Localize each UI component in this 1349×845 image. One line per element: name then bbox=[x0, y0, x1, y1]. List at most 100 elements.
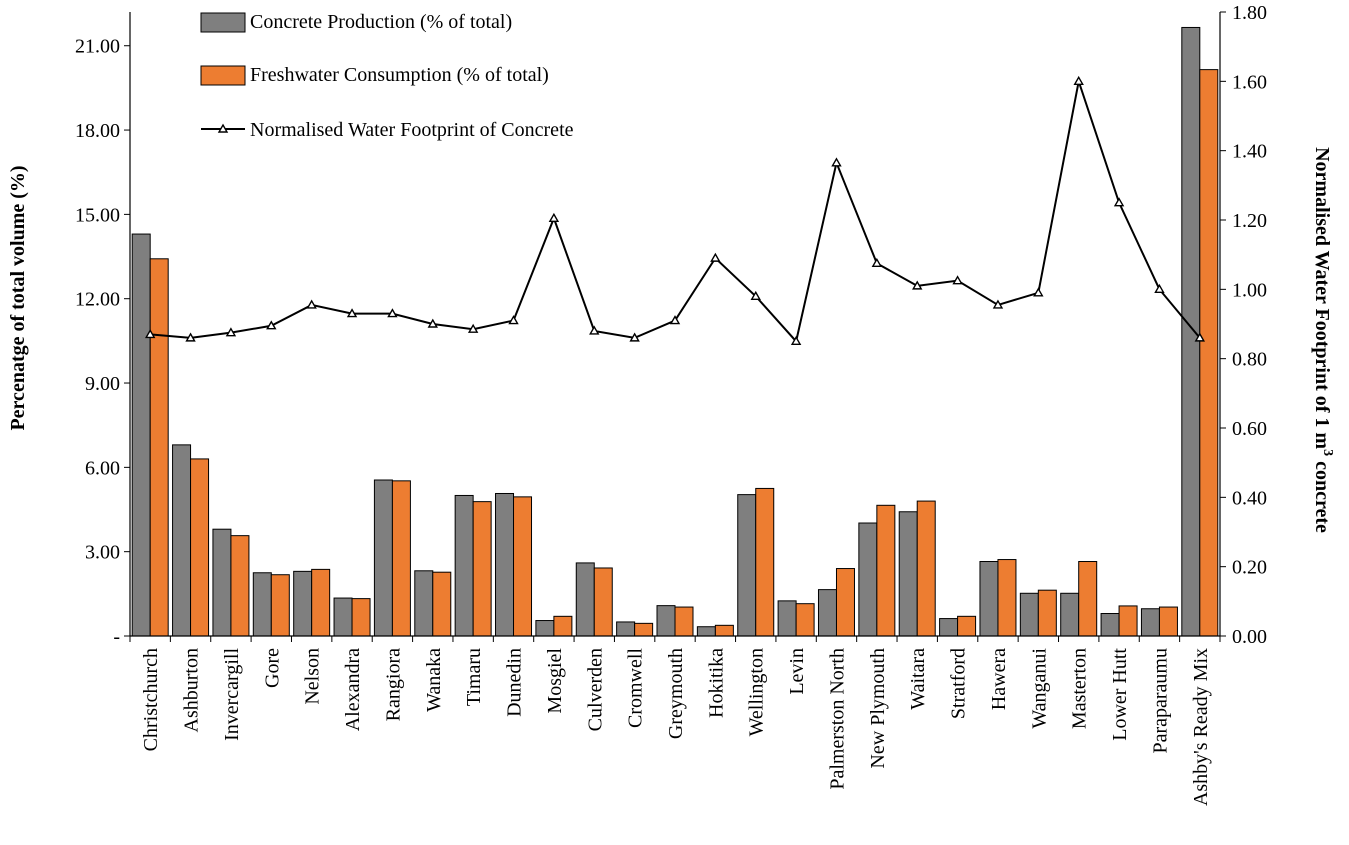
bar-freshwater bbox=[432, 571, 452, 637]
bar-production bbox=[131, 233, 151, 637]
category-label: Palmerston North bbox=[826, 648, 848, 790]
category-label: Ashby's Ready Mix bbox=[1190, 648, 1212, 806]
footprint-marker bbox=[266, 320, 277, 330]
left-tick-label: 18.00 bbox=[75, 120, 120, 142]
bar-freshwater bbox=[311, 568, 331, 637]
axes bbox=[129, 12, 1221, 637]
bar-production bbox=[939, 618, 959, 637]
bar-freshwater bbox=[997, 559, 1017, 637]
left-axis-ticks: - 3.00 6.00 9.00 12.00 15.00 18.00 21.00 bbox=[75, 36, 130, 648]
bar-freshwater bbox=[513, 496, 533, 637]
bar-production bbox=[1181, 26, 1201, 637]
category-label: Greymouth bbox=[665, 648, 687, 739]
bar-freshwater bbox=[553, 615, 573, 637]
footprint-marker bbox=[871, 257, 883, 268]
bar-freshwater bbox=[1158, 606, 1178, 637]
left-tick-label: 15.00 bbox=[75, 204, 120, 226]
bar-production bbox=[737, 494, 757, 637]
bar-production bbox=[656, 605, 676, 637]
bar-production bbox=[1140, 608, 1160, 637]
category-label: Wanaka bbox=[423, 648, 445, 712]
footprint-marker bbox=[952, 275, 963, 285]
bar-production bbox=[777, 600, 797, 637]
bar-freshwater bbox=[957, 615, 977, 637]
category-label: Levin bbox=[786, 648, 808, 695]
right-tick-label: 0.80 bbox=[1232, 349, 1267, 371]
bar-production bbox=[817, 589, 837, 637]
category-label: Lower Hutt bbox=[1109, 648, 1131, 741]
legend: Concrete Production (% of total) Freshwa… bbox=[200, 11, 574, 141]
legend-label-production: Concrete Production (% of total) bbox=[250, 11, 512, 33]
legend-label-footprint: Normalised Water Footprint of Concrete bbox=[250, 119, 574, 141]
bar-freshwater bbox=[634, 622, 654, 637]
category-label: Wellington bbox=[746, 648, 768, 736]
bar-freshwater bbox=[1078, 561, 1098, 637]
footprint-marker bbox=[467, 323, 479, 333]
footprint-marker bbox=[710, 252, 721, 262]
footprint-marker bbox=[548, 212, 560, 222]
footprint-marker bbox=[629, 332, 640, 342]
left-tick-label: 6.00 bbox=[85, 457, 120, 479]
bar-production bbox=[696, 626, 716, 637]
bar-production bbox=[212, 528, 232, 637]
bar-production bbox=[575, 562, 595, 637]
bar-production bbox=[898, 511, 918, 637]
footprint-marker bbox=[185, 332, 196, 342]
footprint-marker bbox=[1154, 283, 1165, 294]
left-tick-label: 9.00 bbox=[85, 373, 120, 395]
bar-freshwater bbox=[835, 568, 855, 637]
category-label: Waitara bbox=[907, 648, 929, 710]
right-tick-label: 0.40 bbox=[1232, 487, 1267, 509]
freshwater-bars bbox=[149, 69, 1219, 637]
footprint-marker bbox=[831, 157, 842, 167]
right-tick-label: 1.80 bbox=[1232, 2, 1267, 24]
bar-production bbox=[1019, 592, 1039, 637]
footprint-line-series bbox=[144, 75, 1206, 346]
footprint-marker bbox=[589, 325, 600, 335]
category-label: Masterton bbox=[1069, 648, 1091, 729]
footprint-marker bbox=[1073, 75, 1084, 86]
footprint-marker bbox=[1033, 287, 1044, 297]
footprint-marker bbox=[508, 315, 519, 325]
bar-production bbox=[373, 479, 393, 637]
footprint-marker bbox=[1194, 332, 1206, 342]
bar-freshwater bbox=[876, 504, 896, 637]
production-bars bbox=[131, 26, 1201, 637]
right-axis-title-main: Normalised Water Footprint of 1 m bbox=[1311, 147, 1333, 449]
footprint-marker bbox=[992, 299, 1004, 309]
legend-swatch-production bbox=[200, 12, 246, 33]
bar-production bbox=[616, 621, 636, 637]
category-label: Paraparaumu bbox=[1149, 648, 1171, 754]
category-label: Alexandra bbox=[342, 648, 364, 731]
category-label: Invercargill bbox=[221, 648, 243, 741]
bar-freshwater bbox=[795, 603, 815, 637]
category-label: Dunedin bbox=[504, 648, 526, 717]
bar-freshwater bbox=[1199, 69, 1219, 637]
bar-freshwater bbox=[472, 501, 492, 637]
right-tick-label: 0.00 bbox=[1232, 626, 1267, 648]
bar-freshwater bbox=[351, 598, 371, 637]
category-label: New Plymouth bbox=[867, 648, 889, 769]
left-tick-label: 3.00 bbox=[85, 542, 120, 564]
bar-production bbox=[252, 572, 272, 637]
bar-freshwater bbox=[1037, 589, 1057, 637]
right-axis-title-superscript: 3 bbox=[1320, 449, 1335, 456]
category-label: Mosgiel bbox=[544, 648, 566, 714]
category-label: Christchurch bbox=[140, 648, 162, 751]
footprint-marker bbox=[225, 327, 237, 337]
category-label: Cromwell bbox=[625, 648, 647, 728]
right-tick-label: 0.20 bbox=[1232, 557, 1267, 579]
legend-swatch-freshwater bbox=[200, 65, 246, 86]
bar-production bbox=[979, 561, 999, 637]
footprint-marker bbox=[790, 335, 802, 346]
bar-production bbox=[293, 570, 313, 637]
category-label: Timaru bbox=[463, 648, 485, 706]
bar-freshwater bbox=[270, 574, 290, 637]
footprint-marker bbox=[387, 308, 398, 318]
bar-freshwater bbox=[149, 258, 169, 637]
bar-production bbox=[172, 444, 192, 637]
category-label: Rangiora bbox=[382, 648, 404, 721]
category-label: Hokitika bbox=[705, 648, 727, 718]
bar-freshwater bbox=[391, 480, 411, 637]
